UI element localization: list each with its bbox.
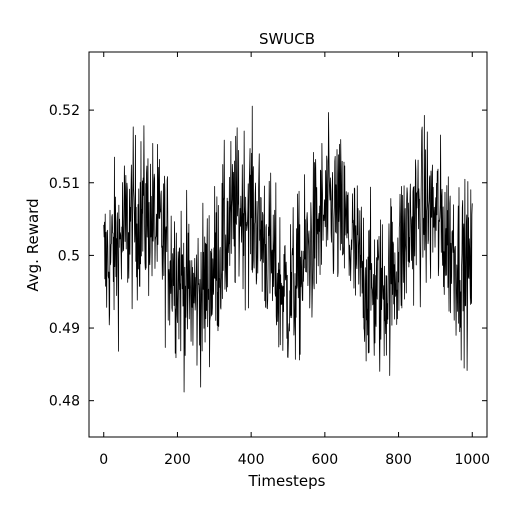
y-tick-label: 0.5 (58, 248, 80, 264)
chart-title: SWUCB (259, 30, 315, 48)
x-tick-label: 600 (311, 452, 338, 468)
x-tick-label: 1000 (454, 452, 490, 468)
y-axis-label: Avg. Reward (24, 198, 42, 291)
plot-lines (104, 106, 473, 392)
y-tick-label: 0.49 (49, 321, 80, 337)
y-tick-label: 0.52 (49, 103, 80, 119)
x-tick-label: 200 (164, 452, 191, 468)
x-axis-label: Timesteps (248, 472, 326, 490)
y-tick-label: 0.51 (49, 176, 80, 192)
x-tick-label: 0 (99, 452, 108, 468)
x-tick-label: 800 (385, 452, 412, 468)
y-tick-label: 0.48 (49, 394, 80, 410)
x-tick-label: 400 (238, 452, 265, 468)
series-line (104, 106, 473, 392)
x-axis-ticks: 0 200 400 600 800 1000 (99, 52, 490, 468)
